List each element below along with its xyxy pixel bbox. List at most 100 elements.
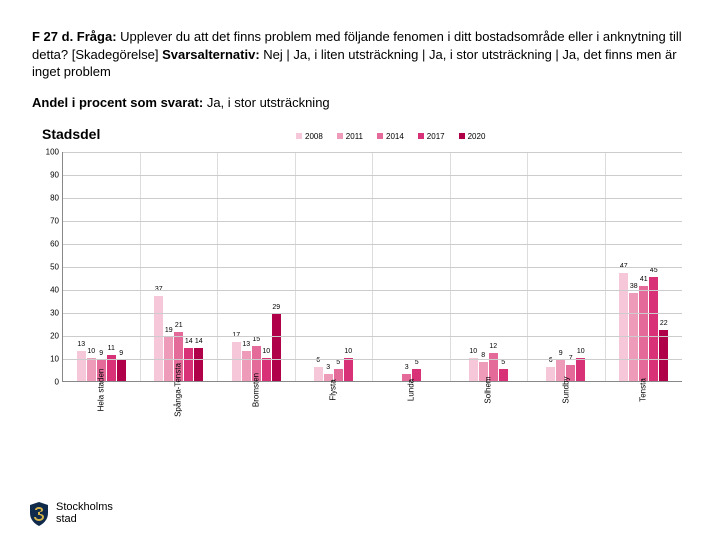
y-tick: 90: [43, 170, 59, 179]
bar: 10: [469, 358, 478, 381]
legend-item: 2011: [337, 132, 363, 141]
bar-value-label: 14: [185, 338, 193, 345]
legend-swatch: [377, 133, 383, 139]
bar: 17: [232, 342, 241, 381]
bar: 6: [314, 367, 323, 381]
bar-value-label: 41: [640, 276, 648, 283]
bar-value-label: 5: [336, 359, 340, 366]
bar-value-label: 19: [165, 327, 173, 334]
answered-block: Andel i procent som svarat: Ja, i stor u…: [32, 95, 688, 110]
legend-label: 2017: [427, 132, 445, 141]
y-tick: 100: [43, 147, 59, 156]
shield-icon: [28, 501, 50, 527]
bar-value-label: 22: [660, 320, 668, 327]
grid-line: [63, 336, 682, 337]
logo-text: Stockholms stad: [56, 502, 113, 525]
bar-value-label: 15: [252, 336, 260, 343]
x-label-text: Solhem: [484, 376, 493, 403]
legend-label: 2020: [468, 132, 486, 141]
bar-value-label: 13: [77, 341, 85, 348]
bar-value-label: 10: [469, 348, 477, 355]
y-tick: 10: [43, 354, 59, 363]
bar: 41: [639, 286, 648, 380]
bar-value-label: 10: [577, 348, 585, 355]
bar-value-label: 3: [405, 364, 409, 371]
y-tick: 0: [43, 377, 59, 386]
legend-label: 2011: [346, 132, 363, 141]
x-label-text: Tensta: [639, 378, 648, 402]
bar-value-label: 3: [326, 364, 330, 371]
x-label-text: Spånga-Tensta: [174, 363, 183, 417]
legend-item: 2014: [377, 132, 404, 141]
bar: 14: [194, 348, 203, 380]
bar: 29: [272, 314, 281, 381]
bar-value-label: 14: [195, 338, 203, 345]
chart: 20082011201420172020 1310911937192114141…: [36, 146, 688, 476]
legend-label: 2008: [305, 132, 323, 141]
bar: 13: [77, 351, 86, 381]
bar: 5: [499, 369, 508, 381]
grid-line: [63, 244, 682, 245]
question-block: F 27 d. Fråga: Upplever du att det finns…: [32, 28, 688, 81]
answered-text: Ja, i stor utsträckning: [203, 95, 329, 110]
answered-label: Andel i procent som svarat:: [32, 95, 203, 110]
grid-line: [63, 198, 682, 199]
legend-swatch: [418, 133, 424, 139]
bar: 38: [629, 293, 638, 380]
y-tick: 40: [43, 285, 59, 294]
bar-value-label: 12: [489, 343, 497, 350]
y-tick: 60: [43, 239, 59, 248]
bar: 45: [649, 277, 658, 381]
bar-value-label: 45: [650, 267, 658, 274]
grid-line: [63, 221, 682, 222]
legend-item: 2008: [296, 132, 323, 141]
legend-label: 2014: [386, 132, 404, 141]
bar-value-label: 13: [242, 341, 250, 348]
y-tick: 50: [43, 262, 59, 271]
y-tick: 70: [43, 216, 59, 225]
grid-line: [63, 313, 682, 314]
bar-value-label: 21: [175, 322, 183, 329]
legend: 2008 2011 2014 2017 2020: [296, 132, 485, 141]
bar-value-label: 11: [108, 345, 115, 352]
y-tick: 20: [43, 331, 59, 340]
bar: 10: [262, 358, 271, 381]
x-label-text: Sundby: [561, 376, 570, 403]
bar-value-label: 9: [99, 350, 103, 357]
y-tick: 80: [43, 193, 59, 202]
grid-line: [63, 359, 682, 360]
bar: 14: [184, 348, 193, 380]
legend-item: 2017: [418, 132, 445, 141]
grid-line: [63, 152, 682, 153]
bar: 10: [344, 358, 353, 381]
y-tick: 30: [43, 308, 59, 317]
bar: 6: [546, 367, 555, 381]
bar-value-label: 5: [415, 359, 419, 366]
bar-value-label: 10: [87, 348, 95, 355]
alternatives-label: Svarsalternativ:: [162, 47, 260, 62]
bar-value-label: 29: [272, 304, 280, 311]
bar-value-label: 10: [262, 348, 270, 355]
page-root: F 27 d. Fråga: Upplever du att det finns…: [0, 0, 720, 540]
logo: Stockholms stad: [28, 501, 113, 527]
grid-line: [63, 175, 682, 176]
bar-value-label: 9: [559, 350, 563, 357]
grid-line: [63, 290, 682, 291]
bar-value-label: 10: [344, 348, 352, 355]
bar: 10: [87, 358, 96, 381]
bar-value-label: 5: [501, 359, 505, 366]
bar: 10: [576, 358, 585, 381]
bar: 13: [242, 351, 251, 381]
legend-swatch: [459, 133, 465, 139]
x-label-text: Flysta: [329, 379, 338, 400]
legend-swatch: [337, 133, 343, 139]
legend-item: 2020: [459, 132, 486, 141]
bar-value-label: 9: [119, 350, 123, 357]
x-label-text: Lunda: [406, 379, 415, 401]
bar: 37: [154, 296, 163, 381]
grid-line: [63, 267, 682, 268]
question-prefix: F 27 d. Fråga:: [32, 29, 117, 44]
x-label-text: Bromsten: [251, 373, 260, 407]
x-label-text: Hela staden: [96, 368, 105, 411]
bar: 9: [117, 360, 126, 381]
